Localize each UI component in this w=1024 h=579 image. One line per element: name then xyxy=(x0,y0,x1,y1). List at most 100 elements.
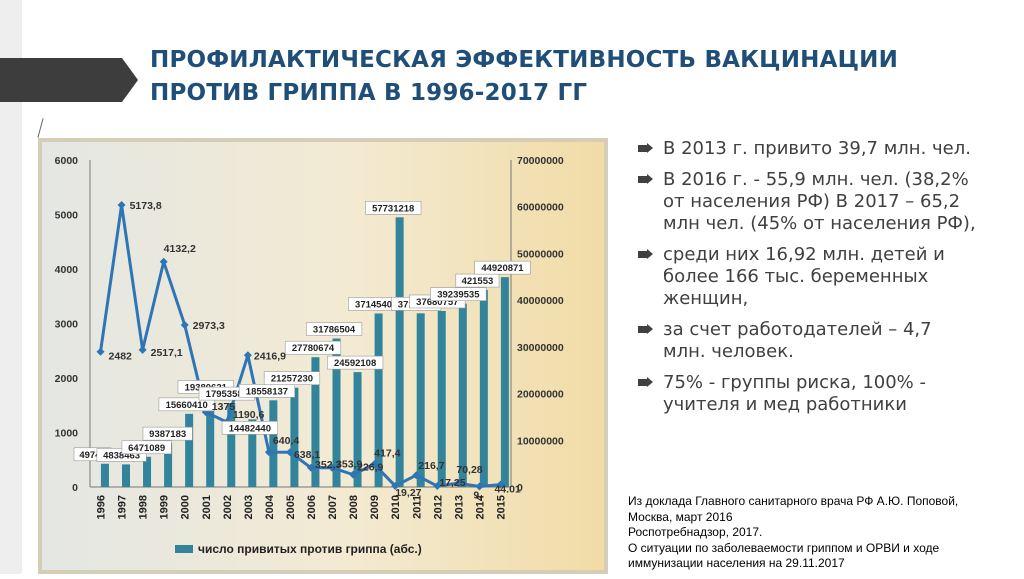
left-tick-label: 5000 xyxy=(55,210,79,222)
line-data-label: 226,9 xyxy=(357,462,383,474)
slide-title-line-1: ПРОФИЛАКТИЧЕСКАЯ ЭФФЕКТИВНОСТЬ ВАКЦИНАЦИ… xyxy=(150,47,899,73)
x-tick-label: 2002 xyxy=(222,495,234,519)
bar-label-box xyxy=(142,426,193,441)
legend-label: число привитых против гриппа (абс.) xyxy=(198,542,422,556)
line-point xyxy=(349,470,358,479)
x-tick-label: 1997 xyxy=(117,495,129,519)
bar xyxy=(143,456,152,487)
left-decor-band xyxy=(0,0,22,574)
bar-label-box xyxy=(365,201,422,215)
line-data-label: 216,7 xyxy=(418,460,444,472)
bar xyxy=(269,400,278,487)
line-point xyxy=(328,463,337,472)
source-line: иммунизации населения на 29.11.2017 xyxy=(628,556,845,570)
bar xyxy=(437,310,446,487)
bar xyxy=(416,313,425,487)
source-line: Из доклада Главного санитарного врача РФ… xyxy=(628,494,959,508)
left-tick-label: 1000 xyxy=(55,428,79,440)
slide-title: ПРОФИЛАКТИЧЕСКАЯ ЭФФЕКТИВНОСТЬ ВАКЦИНАЦИ… xyxy=(150,44,990,110)
line-point xyxy=(496,480,505,489)
bullet-list: В 2013 г. привито 39,7 млн. чел. В 2016 … xyxy=(638,138,978,425)
bar-data-label: 37145400 xyxy=(355,299,397,310)
line-data-label: 2517,1 xyxy=(151,347,183,359)
arrow-bullet-icon xyxy=(638,143,653,153)
bar-data-label: 421553 xyxy=(462,276,494,287)
line-data-label: 5173,8 xyxy=(130,200,162,212)
bar-data-label: 14482440 xyxy=(229,423,271,434)
line-data-label: 353,9 xyxy=(336,459,362,471)
bar-label-box xyxy=(263,371,321,385)
legend-swatch xyxy=(175,545,193,553)
x-tick-label: 2004 xyxy=(264,494,276,519)
bar-label-box xyxy=(305,322,363,336)
bar-label-box xyxy=(474,260,531,275)
x-tick-label: 2008 xyxy=(348,495,360,519)
bar-data-label: 27780674 xyxy=(292,343,335,354)
bar-data-label: 9387183 xyxy=(149,429,186,440)
line-point xyxy=(391,481,400,490)
right-tick-label: 70000000 xyxy=(517,155,564,167)
line-data-label: 2482 xyxy=(109,351,133,363)
line-data-label: 70,28 xyxy=(456,464,482,476)
bullet-item: за счет работодателей – 4,7 млн. человек… xyxy=(638,319,978,363)
bar xyxy=(353,372,362,487)
bullet-item: В 2016 г. - 55,9 млн. чел. (38,2% от нас… xyxy=(638,169,978,235)
right-tick-label: 20000000 xyxy=(517,389,564,401)
line-data-label: 4132,2 xyxy=(164,243,196,255)
line-data-label: 352,3 xyxy=(315,459,341,471)
bullet-item: В 2013 г. привито 39,7 млн. чел. xyxy=(638,138,978,160)
left-tick-label: 6000 xyxy=(55,155,79,167)
x-tick-label: 1998 xyxy=(138,495,150,519)
bar xyxy=(290,387,299,487)
bar xyxy=(248,419,257,487)
right-tick-label: 60000000 xyxy=(517,202,564,214)
bar-data-label: 18558137 xyxy=(246,386,288,397)
bar-data-label: 4838463 xyxy=(103,450,140,461)
line-data-label: 1375 xyxy=(212,401,236,413)
decor-line xyxy=(37,118,44,138)
line-data-label: 417,4 xyxy=(374,447,400,459)
title-accent-bar xyxy=(0,58,122,102)
x-tick-label: 2013 xyxy=(453,495,465,519)
x-tick-label: 2014 xyxy=(474,494,486,519)
line-point xyxy=(138,345,147,354)
x-tick-label: 2011 xyxy=(411,495,423,519)
bullet-text: В 2016 г. - 55,9 млн. чел. (38,2% от нас… xyxy=(663,169,976,234)
bar xyxy=(458,303,467,487)
left-tick-label: 2000 xyxy=(55,373,79,385)
line-data-label: 19,27 xyxy=(395,487,421,499)
bar-data-label: 57731218 xyxy=(372,203,414,214)
line-point xyxy=(475,482,484,491)
source-line: О ситуации по заболеваемости гриппом и О… xyxy=(628,540,940,555)
line-point xyxy=(117,201,126,210)
arrow-bullet-icon xyxy=(638,174,653,184)
bullet-item: среди них 16,92 млн. детей и более 166 т… xyxy=(638,244,978,310)
bar-data-label: 31786504 xyxy=(313,325,356,336)
bar-label-box xyxy=(121,440,172,455)
right-tick-label: 30000000 xyxy=(517,342,564,354)
line-point xyxy=(243,351,252,360)
bullet-text: В 2013 г. привито 39,7 млн. чел. xyxy=(663,138,971,159)
line-data-label: 2973,3 xyxy=(193,320,225,332)
arrow-bullet-icon xyxy=(638,377,653,387)
bar-data-label: 24592108 xyxy=(334,358,376,369)
bar-data-label: 37680757 xyxy=(416,297,458,308)
line-point xyxy=(307,463,316,472)
left-tick-label: 0 xyxy=(72,482,78,494)
right-tick-label: 10000000 xyxy=(517,435,564,447)
plot-background xyxy=(42,142,604,570)
x-tick-label: 2005 xyxy=(285,495,297,519)
bar-data-label: 17953584 xyxy=(206,389,249,400)
line-point xyxy=(412,471,421,480)
x-tick-label: 2010 xyxy=(390,495,402,519)
bar xyxy=(164,443,173,487)
x-tick-label: 1996 xyxy=(96,495,108,519)
bar-data-label: 6471089 xyxy=(128,443,165,454)
x-tick-label: 2015 xyxy=(495,495,507,519)
line-point xyxy=(159,257,168,266)
left-tick-label: 4000 xyxy=(55,264,79,276)
x-tick-label: 2001 xyxy=(201,495,213,519)
line-point xyxy=(433,482,442,491)
bar-data-label: 21257230 xyxy=(271,374,313,385)
x-tick-label: 2006 xyxy=(306,495,318,519)
